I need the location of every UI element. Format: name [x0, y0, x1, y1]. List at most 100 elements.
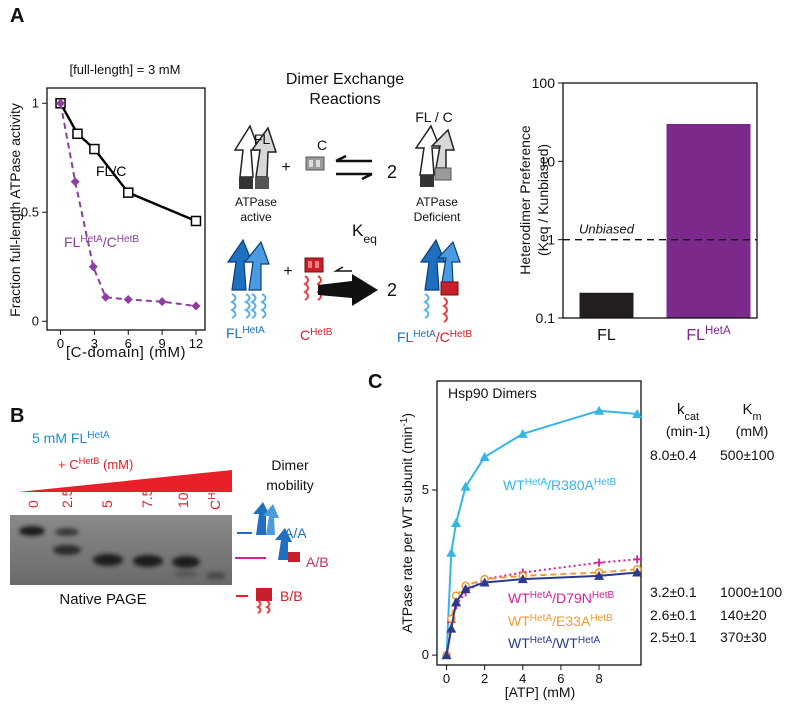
band-label: B/B — [280, 588, 303, 604]
gel-image — [10, 470, 232, 585]
chart-title: Hsp90 Dimers — [448, 385, 537, 401]
band-label: A/A — [284, 525, 307, 541]
axes-frame — [562, 82, 758, 319]
diagram-caption: active — [240, 210, 272, 224]
x-tick-label: 6 — [125, 336, 132, 351]
y-axis-label: (Keq / Kunbiased) — [535, 144, 551, 256]
diagram-label: + — [283, 263, 292, 280]
x-tick-label: 0 — [57, 336, 64, 351]
text-part: cat — [685, 411, 699, 423]
legend-label: WTHetA/E33AHetB — [508, 613, 613, 630]
table-cell: 500±100 — [720, 447, 775, 463]
diagram-title: Reactions — [309, 91, 380, 108]
text-part: HetA — [530, 590, 553, 601]
text-part: k — [677, 401, 685, 418]
text-part: WT — [508, 590, 530, 606]
x-tick-label: FLHetA — [686, 325, 731, 344]
x-tick-label: 12 — [189, 336, 203, 351]
y-tick-label: 100 — [532, 75, 556, 91]
gel-title: 5 mM FLHetA — [32, 430, 110, 447]
text-part: /D79N — [552, 590, 592, 606]
marker — [460, 584, 471, 594]
y-tick-label: 5 — [422, 482, 429, 497]
marker — [594, 570, 605, 580]
text-part: C — [207, 500, 223, 510]
text-part: HetA — [80, 234, 103, 245]
text-part: HetA — [242, 325, 265, 336]
legend-label: FL/C — [96, 163, 126, 179]
text-part: K — [742, 401, 752, 418]
gel-caption: Native PAGE — [59, 591, 146, 608]
text-part: ATPase rate per WT subunit (min — [399, 427, 415, 633]
lane-label: 10 — [175, 492, 191, 508]
marker — [460, 481, 471, 491]
marker — [441, 650, 452, 660]
mobility-icons — [235, 502, 300, 614]
x-tick-label: 8 — [595, 671, 602, 686]
diagram-caption: ATPase — [235, 195, 277, 209]
table-header: (mM) — [736, 423, 769, 439]
marker — [633, 555, 642, 564]
axes-frame — [436, 380, 642, 666]
marker — [88, 262, 98, 272]
text-part: HetB — [450, 329, 473, 340]
marker — [594, 405, 605, 415]
table-cell: 370±30 — [720, 629, 767, 645]
text-part: /E33A — [552, 613, 591, 629]
text-part: HetB — [592, 590, 615, 601]
bar — [666, 123, 751, 318]
marker — [595, 558, 604, 567]
lane-label: 0 — [25, 500, 41, 508]
text-part: HetB — [79, 456, 100, 466]
marker — [123, 187, 134, 198]
diagram-label: + — [281, 159, 290, 176]
marker — [446, 547, 457, 557]
marker — [89, 143, 100, 155]
text-part: /C — [103, 234, 117, 250]
marker — [101, 292, 111, 302]
series-line — [445, 409, 638, 656]
y-axis-label: ATPase rate per WT subunit (min-1) — [399, 413, 416, 633]
text-part: 5 mM FL — [32, 430, 87, 446]
text-part: /WT — [552, 635, 578, 651]
chart-title: [full-length] = 3 mM — [70, 62, 181, 77]
bar — [579, 292, 634, 318]
diagram-label: 2 — [387, 162, 397, 182]
reference-label: Unbiased — [579, 222, 635, 237]
marker — [72, 128, 83, 140]
y-tick-label: 0.5 — [21, 204, 39, 219]
marker — [517, 428, 528, 438]
text-part: WT — [503, 477, 525, 493]
legend-label: WTHetA/D79NHetB — [508, 590, 615, 607]
table-cell: 2.5±0.1 — [650, 629, 697, 645]
lane-label: 7.5 — [139, 488, 155, 508]
text-part: HetA — [578, 635, 601, 646]
text-part: FL — [226, 325, 243, 341]
text-part: HetA — [413, 329, 436, 340]
text-part: HetA — [525, 477, 548, 488]
gel-titrant: + CHetB (mM) — [58, 456, 133, 472]
x-axis-label: [C-domain] (mM) — [66, 344, 186, 361]
text-part: FL — [397, 329, 414, 345]
text-part: /C — [436, 329, 450, 345]
diagram-label: FLHetA/CHetB — [397, 329, 472, 346]
text-part: HetA — [530, 635, 553, 646]
text-part: (mM) — [99, 457, 133, 472]
marker — [157, 297, 167, 307]
x-tick-label: 4 — [519, 671, 526, 686]
diagram-caption: ATPase — [416, 195, 458, 209]
x-axis-label: [ATP] (mM) — [505, 684, 576, 700]
text-part: K — [352, 221, 364, 240]
marker — [446, 623, 457, 633]
text-part: WT — [508, 613, 530, 629]
table-header: Km — [742, 401, 761, 423]
text-part: C — [300, 327, 310, 343]
text-part: FL/C — [96, 163, 126, 179]
mobility-title: Dimer — [271, 457, 309, 473]
diagram-title: Dimer Exchange — [286, 71, 404, 88]
diagram-label: CHetB — [300, 327, 333, 344]
table-cell: 1000±100 — [720, 584, 782, 600]
y-axis-label: Fraction full-length ATPase activity — [7, 103, 23, 317]
table-cell: 3.2±0.1 — [650, 584, 697, 600]
text-part: FL — [64, 234, 81, 250]
